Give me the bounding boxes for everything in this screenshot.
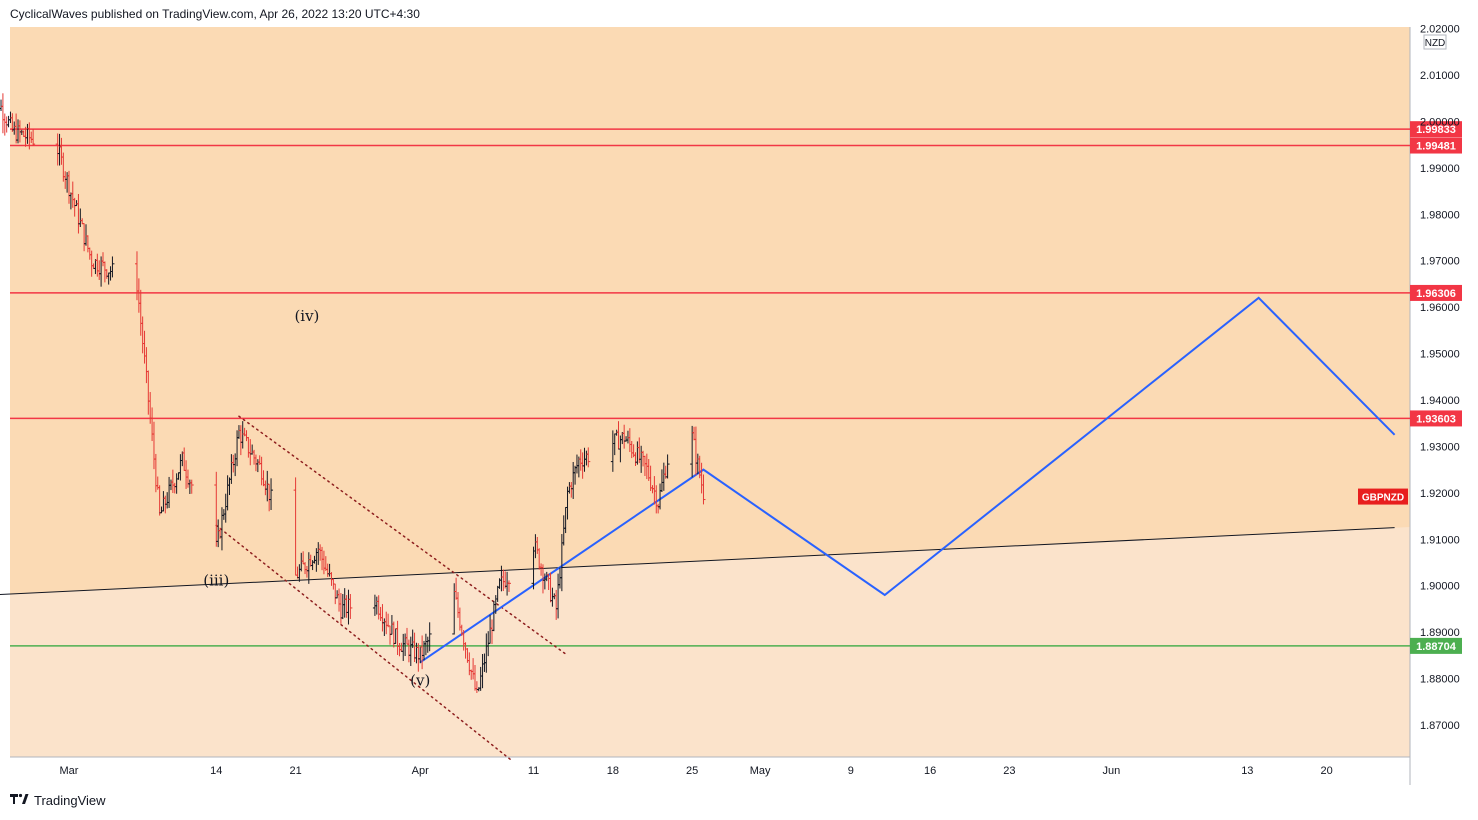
y-tick-label: 2.02000 — [1420, 24, 1460, 36]
x-tick-label: 21 — [289, 765, 301, 777]
channel-upper-line[interactable] — [238, 415, 569, 657]
y-tick-label: 1.93000 — [1420, 441, 1460, 453]
x-tick-label: 11 — [528, 765, 539, 777]
tradingview-logo-icon — [10, 793, 30, 808]
currency-label: NZD — [1425, 38, 1446, 49]
y-tick-label: 1.90000 — [1420, 581, 1460, 593]
publisher-header: CyclicalWaves published on TradingView.c… — [10, 7, 420, 21]
tradingview-brand: TradingView — [34, 793, 106, 808]
y-tick-label: 1.91000 — [1420, 534, 1460, 546]
ohlc-bar[interactable] — [701, 474, 706, 505]
y-tick-label: 1.96000 — [1420, 302, 1460, 314]
x-tick-label: 18 — [607, 765, 619, 777]
x-tick-label: 23 — [1003, 765, 1015, 777]
level-label-1.96306: 1.96306 — [1416, 288, 1456, 300]
wave-label: (iv) — [294, 307, 319, 325]
x-tick-label: 9 — [848, 765, 854, 777]
ohlc-bar[interactable] — [586, 447, 591, 468]
projection-path[interactable] — [419, 296, 1396, 664]
level-badge-1.99833 — [1410, 121, 1462, 138]
y-tick-label: 1.92000 — [1420, 488, 1460, 500]
y-tick-label: 2.00000 — [1420, 116, 1460, 128]
wave-label: (v) — [410, 672, 430, 690]
x-tick-label: Mar — [60, 765, 79, 777]
ohlc-bar[interactable] — [348, 593, 353, 619]
x-tick-label: 25 — [686, 765, 698, 777]
ohlc-bar[interactable] — [269, 478, 274, 511]
level-label-1.88704: 1.88704 — [1416, 641, 1457, 653]
y-tick-label: 1.99000 — [1420, 163, 1460, 175]
level-label-1.93603: 1.93603 — [1416, 413, 1456, 425]
x-tick-label: May — [750, 765, 771, 777]
x-tick-label: Apr — [412, 765, 429, 777]
ticker-badge — [1358, 488, 1408, 505]
level-badge-1.99481 — [1410, 137, 1462, 154]
level-label-1.99481: 1.99481 — [1416, 141, 1456, 153]
level-badge-1.88704 — [1410, 637, 1462, 654]
ohlc-bar[interactable] — [110, 256, 115, 278]
x-tick-label: 13 — [1241, 765, 1253, 777]
x-tick-label: 14 — [210, 765, 222, 777]
ohlc-bar[interactable] — [427, 622, 432, 652]
y-tick-label: 1.87000 — [1420, 720, 1460, 732]
price-chart[interactable]: 1.99833 1.99481 1.96306 1.93603 1.88704 (iii… — [0, 0, 1478, 785]
y-tick-label: 1.94000 — [1420, 395, 1460, 407]
ohlc-bar[interactable] — [506, 580, 511, 592]
y-tick-label: 1.89000 — [1420, 627, 1460, 639]
ohlc-bar[interactable] — [31, 129, 36, 146]
tradingview-footer[interactable]: TradingView — [10, 793, 106, 808]
x-tick-label: Jun — [1102, 765, 1120, 777]
y-tick-label: 1.88000 — [1420, 674, 1460, 686]
trendline[interactable] — [0, 527, 1395, 596]
ohlc-bar[interactable] — [665, 454, 670, 479]
channel-lower-line[interactable] — [215, 524, 512, 761]
y-tick-label: 2.01000 — [1420, 70, 1460, 82]
y-tick-label: 1.98000 — [1420, 209, 1460, 221]
x-tick-label: 20 — [1321, 765, 1333, 777]
currency-box — [1423, 34, 1447, 50]
x-tick-label: 16 — [924, 765, 936, 777]
ticker-label: GBPNZD — [1362, 493, 1404, 504]
level-badge-1.96306 — [1410, 284, 1462, 301]
wave-label: (iii) — [203, 572, 229, 590]
y-tick-label: 1.95000 — [1420, 349, 1460, 361]
ohlc-bar[interactable] — [189, 479, 194, 494]
level-label-1.99833: 1.99833 — [1416, 124, 1456, 136]
y-tick-label: 1.97000 — [1420, 256, 1460, 268]
upper-zone — [10, 27, 1410, 595]
level-badge-1.93603 — [1410, 410, 1462, 427]
